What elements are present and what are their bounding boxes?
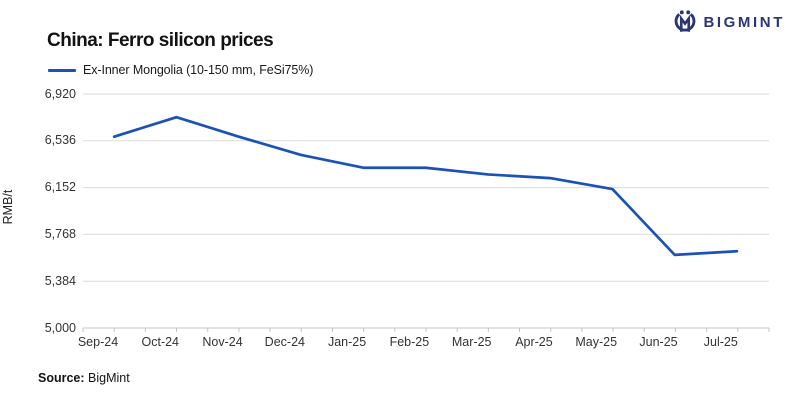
x-tick-label: May-25 [575, 335, 618, 349]
bigmint-logo: BIGMINT [674, 8, 785, 36]
x-tick-label: Jul-25 [703, 335, 738, 349]
source-prefix: Source: [38, 371, 85, 385]
y-tick-label: 5,000 [44, 320, 76, 335]
x-tick-label: Feb-25 [389, 335, 430, 349]
x-tick-label: Jan-25 [327, 335, 367, 349]
x-tick-label: Apr-25 [515, 335, 553, 349]
source-note: Source: BigMint [38, 371, 130, 385]
y-tick-label: 5,768 [44, 226, 76, 241]
y-tick-label: 6,152 [44, 180, 76, 195]
x-tick-label: Nov-24 [202, 335, 243, 349]
x-tick-label: Oct-24 [141, 335, 180, 349]
chart-title: China: Ferro silicon prices [47, 30, 274, 51]
bigmint-logo-icon [674, 8, 696, 36]
x-tick-label: Jun-25 [639, 335, 678, 349]
y-tick-label: 6,536 [44, 133, 76, 148]
source-name: BigMint [84, 371, 130, 385]
x-tick-label: Mar-25 [451, 335, 492, 349]
x-tick-label: Sep-24 [77, 335, 119, 349]
y-tick-label: 6,920 [44, 86, 76, 101]
bigmint-logo-text: BIGMINT [703, 13, 785, 31]
x-tick-label: Dec-24 [264, 335, 305, 349]
line-series-swatch-icon [48, 68, 76, 72]
legend: Ex-Inner Mongolia (10-150 mm, FeSi75%) [48, 62, 313, 78]
legend-label: Ex-Inner Mongolia (10-150 mm, FeSi75%) [83, 63, 314, 77]
y-tick-label: 5,384 [44, 273, 76, 288]
